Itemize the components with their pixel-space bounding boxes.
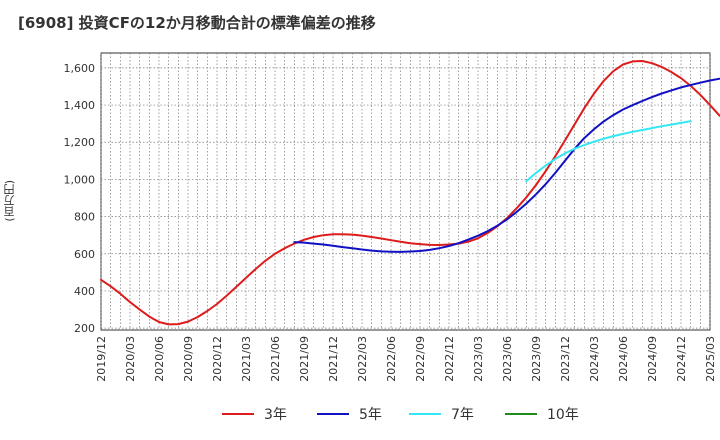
x-tick-label: 2024/03 xyxy=(588,336,601,382)
series-line-3 xyxy=(525,120,692,183)
x-tick-label: 2021/12 xyxy=(327,336,340,382)
y-tick-label: 1,600 xyxy=(64,62,96,75)
x-tick-label: 2020/09 xyxy=(182,336,195,382)
y-tick-label: 1,000 xyxy=(64,173,96,186)
y-tick-label: 600 xyxy=(74,248,95,261)
legend-label-2: 5年 xyxy=(359,407,382,423)
x-tick-label: 2022/06 xyxy=(385,336,398,382)
y-tick-label: 1,200 xyxy=(64,136,96,149)
x-tick-label: 2025/03 xyxy=(704,336,717,382)
x-tick-label: 2019/12 xyxy=(95,336,108,382)
x-tick-label: 2023/12 xyxy=(559,336,572,382)
x-tick-label: 2021/09 xyxy=(298,336,311,382)
series-line-1 xyxy=(100,60,720,326)
chart-title: [6908] 投資CFの12か月移動合計の標準偏差の推移 xyxy=(18,14,376,32)
x-tick-label: 2022/03 xyxy=(356,336,369,382)
x-tick-label: 2024/06 xyxy=(617,336,630,382)
x-tick-label: 2022/12 xyxy=(443,336,456,382)
x-tick-label: 2020/06 xyxy=(153,336,166,382)
x-tick-label: 2024/12 xyxy=(675,336,688,382)
x-tick-label: 2020/12 xyxy=(211,336,224,382)
legend-label-4: 10年 xyxy=(547,407,579,423)
x-tick-label: 2023/06 xyxy=(501,336,514,382)
series-line-2 xyxy=(293,77,720,253)
x-tick-label: 2020/03 xyxy=(124,336,137,382)
x-tick-label: 2021/06 xyxy=(269,336,282,382)
legend-label-3: 7年 xyxy=(451,407,474,423)
x-tick-label: 2022/09 xyxy=(414,336,427,382)
x-tick-label: 2021/03 xyxy=(240,336,253,382)
y-tick-label: 800 xyxy=(74,211,95,224)
y-tick-label: 400 xyxy=(74,285,95,298)
x-tick-label: 2023/03 xyxy=(472,336,485,382)
plot-area xyxy=(100,52,711,331)
legend-label-1: 3年 xyxy=(264,407,287,423)
y-tick-label: 200 xyxy=(74,322,95,335)
x-tick-label: 2023/09 xyxy=(530,336,543,382)
x-tick-label: 2024/09 xyxy=(646,336,659,382)
y-tick-label: 1,400 xyxy=(64,99,96,112)
